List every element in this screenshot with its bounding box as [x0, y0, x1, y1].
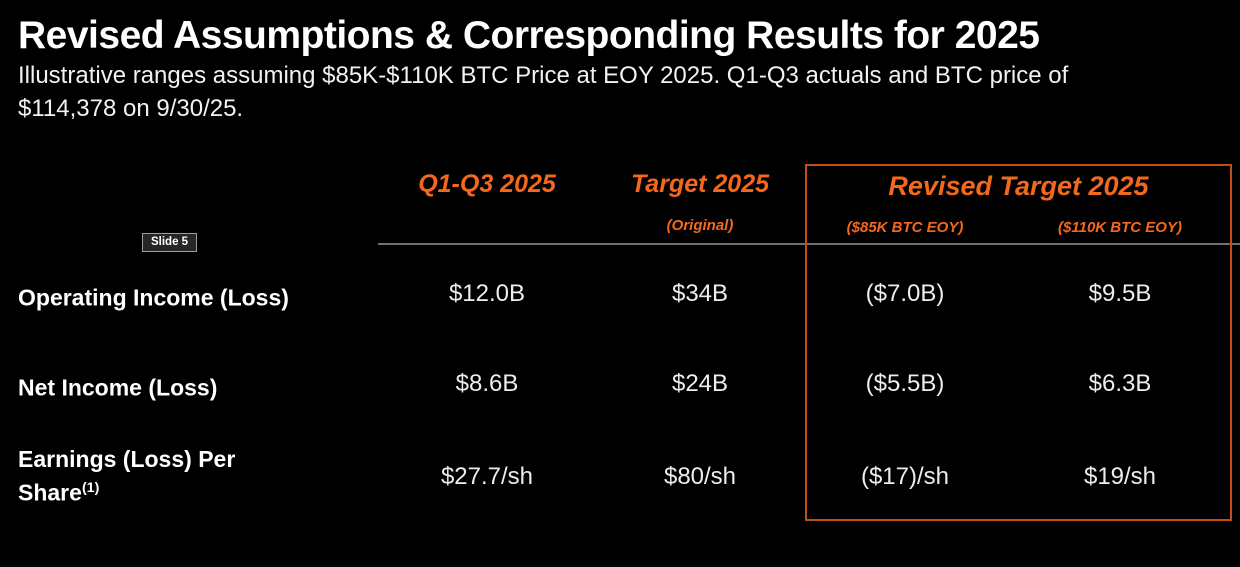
cell-net-income-revised-110k: $6.3B — [1088, 370, 1152, 397]
row-label-superscript: (1) — [81, 480, 100, 496]
cell-eps-target: $80/sh — [663, 463, 737, 490]
cell-operating-income-revised-85k: ($7.0B) — [865, 280, 945, 307]
row-label-net-income-loss: Net Income (Loss) — [18, 369, 217, 403]
cell-eps-q1q3: $27.7/sh — [440, 463, 534, 490]
col-header-target-2025: Target 2025 — [630, 170, 770, 198]
row-label-text: Operating Income (Loss) — [18, 284, 289, 311]
row-label-operating-income-loss: Operating Income (Loss) — [18, 279, 289, 313]
cell-net-income-q1q3: $8.6B — [455, 370, 519, 397]
slide-number-badge[interactable]: Slide 5 — [142, 233, 198, 252]
revised-target-outline-box — [805, 164, 1232, 521]
row-label-earnings-loss-per-share: Earnings (Loss) Per Share(1) — [18, 445, 298, 508]
col-subheader-85k-btc-eoy: ($85K BTC EOY) — [846, 219, 964, 236]
cell-operating-income-target: $34B — [671, 280, 729, 307]
cell-net-income-revised-85k: ($5.5B) — [865, 370, 945, 397]
subtitle-line-1: Illustrative ranges assuming $85K-$110K … — [18, 62, 1069, 89]
page-title: Revised Assumptions & Corresponding Resu… — [18, 14, 1040, 57]
page-subtitle: Illustrative ranges assuming $85K-$110K … — [18, 59, 1228, 125]
col-group-header-revised-target-2025: Revised Target 2025 — [888, 171, 1149, 201]
col-subheader-110k-btc-eoy: ($110K BTC EOY) — [1058, 219, 1182, 236]
header-divider-line — [378, 243, 1240, 245]
cell-net-income-target: $24B — [671, 370, 729, 397]
subtitle-line-2: $114,378 on 9/30/25. — [18, 95, 244, 122]
cell-operating-income-q1q3: $12.0B — [448, 280, 526, 307]
row-label-text: Net Income (Loss) — [18, 374, 218, 401]
col-header-q1q3-2025: Q1-Q3 2025 — [418, 170, 556, 198]
col-subheader-original: (Original) — [666, 217, 734, 234]
cell-eps-revised-110k: $19/sh — [1083, 463, 1157, 490]
cell-eps-revised-85k: ($17)/sh — [860, 463, 950, 490]
cell-operating-income-revised-110k: $9.5B — [1088, 280, 1152, 307]
row-label-text: Earnings (Loss) Per Share — [18, 446, 236, 506]
